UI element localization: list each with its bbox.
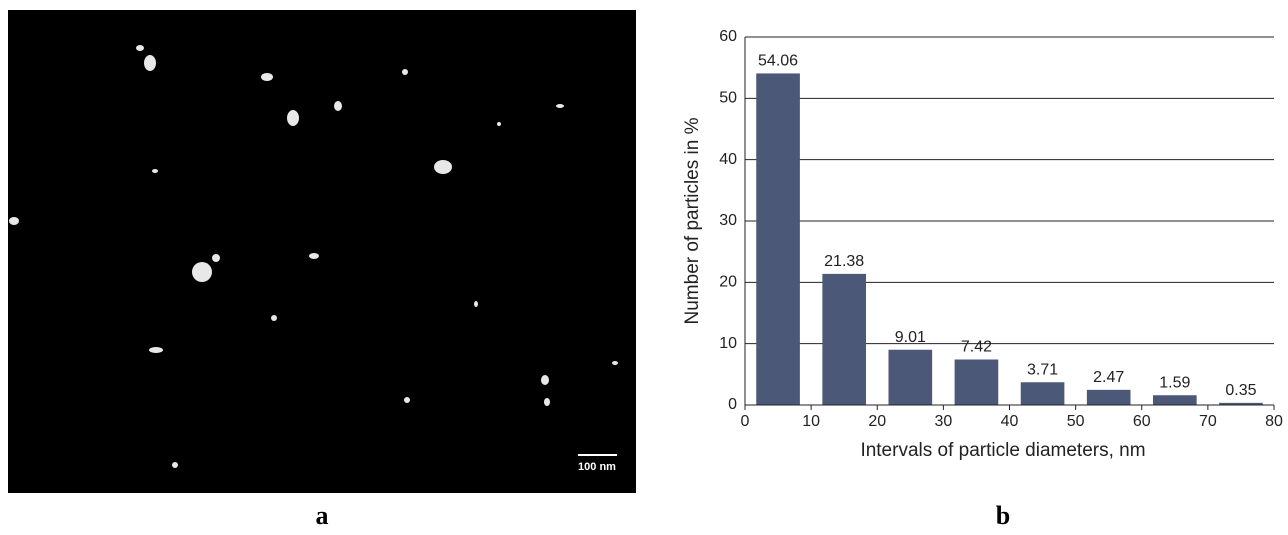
x-tick-label: 40 [1001,413,1019,430]
y-tick-label: 0 [728,396,737,413]
x-tick-label: 30 [934,413,952,430]
data-label: 54.06 [758,53,798,70]
x-tick-label: 10 [802,413,820,430]
bar [888,350,932,405]
y-tick-label: 20 [719,274,737,291]
x-tick-label: 80 [1265,413,1283,430]
micrograph: 100 nm [8,10,636,493]
figure: 100 nm a b Intervals of particle diamete… [0,0,1288,530]
y-axis-label: Number of particles in % [682,117,703,324]
scale-bar-label: 100 nm [578,461,616,473]
x-tick-label: 50 [1067,413,1085,430]
bar [756,73,800,405]
x-axis-label: Intervals of particle diameters, nm [860,440,1145,461]
data-label: 1.59 [1159,374,1190,391]
bar [1153,395,1197,405]
data-label: 21.38 [824,253,864,270]
data-label: 3.71 [1027,361,1058,378]
data-label: 9.01 [895,329,926,346]
data-label: 0.35 [1225,382,1256,399]
panel-caption: a [316,501,329,530]
y-tick-label: 10 [719,335,737,352]
y-tick-label: 50 [719,90,737,107]
data-label: 2.47 [1093,369,1124,386]
x-tick-label: 0 [741,413,750,430]
bar [955,359,999,405]
y-tick-label: 60 [719,28,737,45]
bar [822,274,866,405]
y-tick-label: 40 [719,151,737,168]
x-tick-label: 60 [1133,413,1151,430]
y-tick-label: 30 [719,212,737,229]
data-label: 7.42 [961,339,992,356]
bar [1087,390,1131,405]
image-background [8,10,636,493]
x-tick-label: 70 [1199,413,1217,430]
histogram: Intervals of particle diameters, nm Numb… [682,28,1283,461]
panel-caption: b [996,501,1010,530]
bar [1021,382,1065,405]
x-tick-label: 20 [868,413,886,430]
